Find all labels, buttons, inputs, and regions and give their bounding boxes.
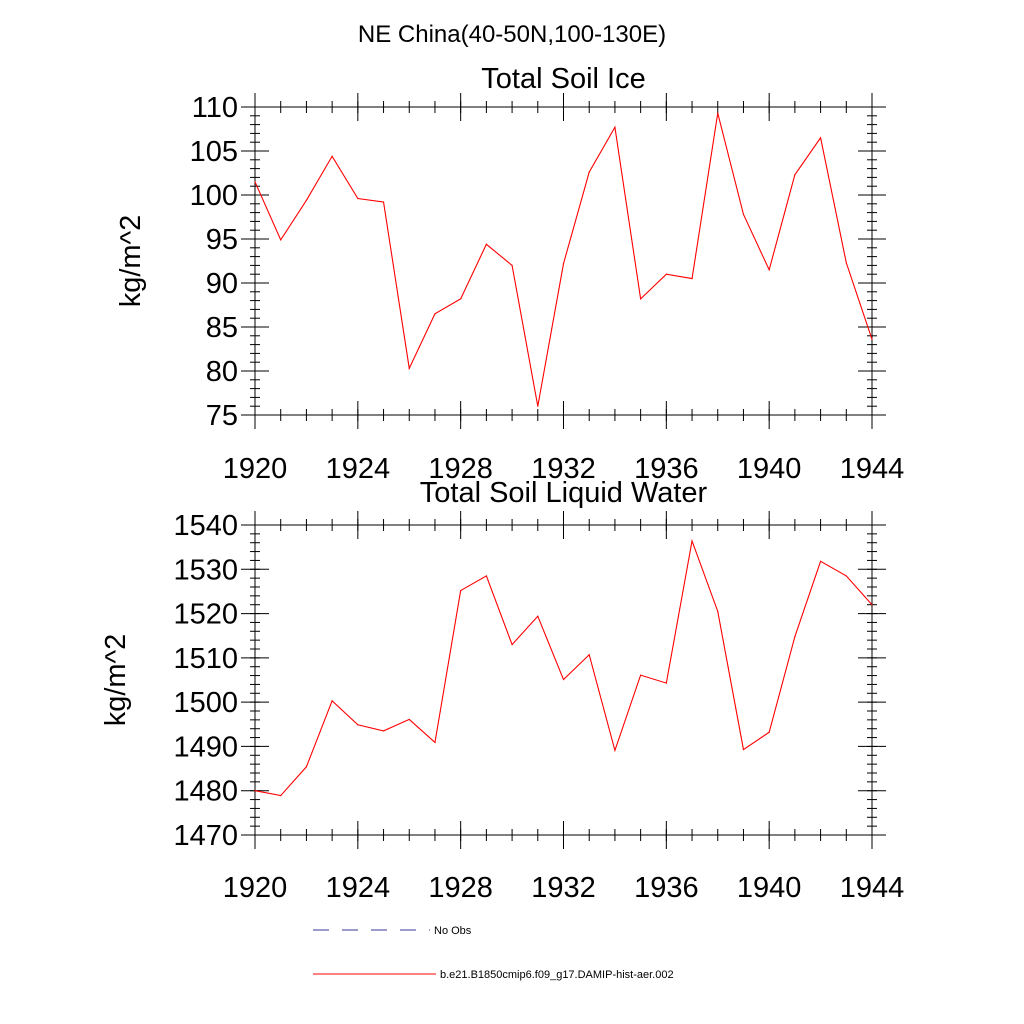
x-tick-label: 1936 [634, 453, 699, 485]
data-point [845, 575, 847, 577]
data-point [871, 604, 873, 606]
y-tick-label: 95 [206, 224, 238, 256]
legend-label-model: b.e21.B1850cmip6.f09_g17.DAMIP-hist-aer.… [440, 969, 674, 981]
data-point [537, 405, 539, 407]
series-line [254, 113, 873, 407]
x-tick-label: 1932 [531, 453, 596, 485]
legend-label-obs: No Obs [434, 925, 472, 937]
panel-title: Total Soil Liquid Water [420, 477, 708, 509]
data-point [871, 338, 873, 340]
data-point [614, 749, 616, 752]
legend: No Obs b.e21.B1850cmip6.f09_g17.DAMIP-hi… [313, 925, 674, 981]
data-point [357, 724, 359, 726]
x-tick-label: 1928 [428, 453, 493, 485]
data-point [331, 700, 333, 702]
panel-2: Total Soil Liquid Water kg/m^2 1920 1924 192… [100, 477, 904, 904]
data-point [614, 126, 616, 128]
data-point [768, 269, 770, 271]
data-point [460, 589, 462, 592]
data-point [742, 748, 745, 751]
data-point [845, 262, 847, 264]
x-tick-label: 1940 [737, 872, 802, 904]
data-point [254, 790, 256, 792]
y-tick-label: 100 [190, 180, 238, 212]
data-point [357, 197, 359, 200]
data-point [254, 181, 256, 183]
data-point [819, 137, 822, 139]
x-tick-label: 1920 [223, 872, 288, 904]
y-tick-label: 1470 [173, 820, 238, 852]
y-tick-label: 90 [206, 268, 238, 300]
x-tick-label: 1928 [428, 872, 493, 904]
data-point [742, 213, 745, 215]
x-tick-label: 1936 [634, 872, 699, 904]
data-point [794, 174, 796, 176]
x-tick-label: 1924 [326, 453, 391, 485]
x-tick-label: 1944 [840, 872, 905, 904]
x-tick-label: 1944 [840, 453, 905, 485]
data-point [485, 575, 487, 577]
data-point [434, 741, 436, 744]
data-point [640, 674, 642, 676]
y-tick-label: 80 [206, 356, 238, 388]
data-point [562, 678, 565, 681]
figure-title: NE China(40-50N,100-130E) [358, 21, 666, 48]
data-point [537, 615, 539, 617]
y-tick-label: 1520 [173, 599, 238, 631]
plot-frame [254, 106, 873, 416]
y-tick-label: 1510 [173, 643, 238, 675]
x-tick-label: 1940 [737, 453, 802, 485]
y-tick-label: 1540 [173, 510, 238, 542]
data-point [511, 643, 513, 646]
data-point [382, 201, 385, 203]
data-point [794, 636, 796, 638]
y-axis-label: kg/m^2 [115, 215, 147, 308]
data-point [331, 155, 333, 157]
x-tick-label: 1932 [531, 872, 596, 904]
x-tick-label: 1920 [223, 453, 288, 485]
y-tick-label: 1500 [173, 687, 238, 719]
data-point [691, 540, 693, 542]
y-tick-label: 1480 [173, 776, 238, 808]
data-point [305, 199, 308, 201]
y-tick-label: 110 [192, 92, 238, 124]
y-axis-label: kg/m^2 [100, 634, 132, 727]
y-tick-label: 1490 [173, 731, 238, 763]
data-point [588, 654, 590, 656]
data-point [562, 263, 565, 265]
data-point [280, 794, 282, 797]
data-point [588, 171, 590, 173]
data-point [434, 313, 436, 315]
data-point [665, 682, 667, 684]
y-tick-label: 105 [190, 136, 238, 168]
data-point [485, 243, 487, 245]
data-point [511, 264, 513, 266]
panel-title: Total Soil Ice [481, 63, 645, 95]
data-point [640, 298, 642, 300]
data-point [717, 610, 719, 612]
data-point [280, 239, 282, 241]
y-tick-label: 75 [206, 400, 238, 432]
data-point [382, 730, 385, 732]
x-tick-label: 1924 [326, 872, 391, 904]
panel-1: Total Soil Ice kg/m^2 1920 1924 1928 1932 1936… [115, 63, 904, 485]
data-point [408, 718, 410, 721]
data-point [305, 766, 308, 768]
data-point [691, 278, 693, 280]
series-line [254, 538, 873, 797]
y-tick-label: 85 [206, 312, 238, 344]
data-point [768, 731, 770, 733]
data-point [408, 367, 410, 369]
y-tick-label: 1530 [173, 554, 238, 586]
data-point [717, 112, 719, 114]
data-point [665, 273, 667, 275]
data-point [460, 298, 462, 300]
data-point [819, 560, 822, 562]
